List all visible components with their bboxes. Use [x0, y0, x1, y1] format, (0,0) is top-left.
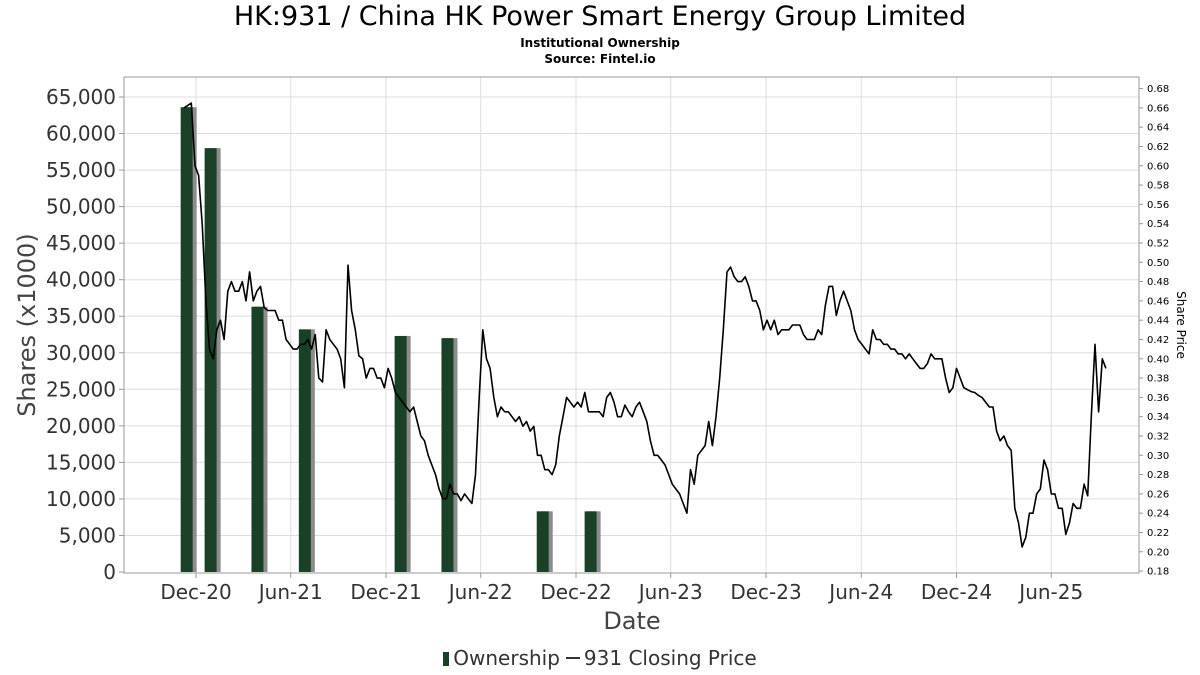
- y-tick-label: 55,000: [46, 158, 116, 182]
- legend-ownership-swatch: [443, 652, 450, 666]
- x-tick-label: Dec-24: [921, 580, 992, 604]
- y2-tick-label: 0.22: [1147, 528, 1169, 539]
- y2-tick-label: 0.36: [1147, 393, 1169, 404]
- y-tick-label: 30,000: [46, 341, 116, 365]
- y2-tick-label: 0.66: [1147, 103, 1169, 114]
- plot-area-border: [123, 76, 1140, 574]
- y2-axis-title: Share Price: [1174, 291, 1188, 359]
- y-tick-label: 60,000: [46, 122, 116, 146]
- y2-tick-label: 0.32: [1147, 431, 1169, 442]
- y2-tick-label: 0.30: [1147, 451, 1169, 462]
- y2-tick-label: 0.34: [1147, 412, 1169, 423]
- ownership-bar: [298, 329, 311, 572]
- y2-tick-label: 0.62: [1147, 142, 1169, 153]
- left-axis: 0 5,000 10,000 15,000 20,000 25,000 30,000 35,0…: [46, 85, 124, 584]
- x-tick-label: Jun-24: [827, 580, 893, 604]
- ownership-bar: [204, 148, 217, 572]
- y2-tick-label: 0.40: [1147, 354, 1169, 365]
- y2-tick-label: 0.26: [1147, 489, 1169, 500]
- y-tick-label: 5,000: [59, 523, 116, 547]
- y-tick-label: 15,000: [46, 450, 116, 474]
- chart-title: HK:931 / China HK Power Smart Energy Gro…: [233, 1, 967, 32]
- y-tick-label: 65,000: [46, 85, 116, 109]
- y2-tick-label: 0.24: [1147, 509, 1169, 520]
- y-tick-label: 35,000: [46, 304, 116, 328]
- y2-tick-label: 0.18: [1147, 567, 1169, 578]
- y-axis-title: Shares (x1000): [13, 233, 41, 416]
- y2-tick-label: 0.50: [1147, 258, 1169, 269]
- grid-lines: [124, 77, 1139, 573]
- y2-tick-label: 0.38: [1147, 374, 1169, 385]
- x-tick-label: Dec-23: [730, 580, 801, 604]
- x-tick-label: Dec-21: [350, 580, 421, 604]
- x-tick-label: Jun-25: [1017, 580, 1083, 604]
- y-tick-label: 40,000: [46, 268, 116, 292]
- y2-tick-label: 0.52: [1147, 238, 1169, 249]
- y2-tick-label: 0.60: [1147, 161, 1169, 172]
- x-tick-label: Jun-21: [257, 580, 323, 604]
- legend-ownership-label: Ownership: [453, 646, 560, 670]
- ownership-bar: [180, 107, 193, 572]
- right-axis: 0.18 0.20 0.22 0.24 0.26 0.28 0.30 0.32 0.34 0.36…: [1139, 84, 1169, 578]
- x-axis-title: Date: [603, 607, 660, 635]
- chart-subtitle-source: Source: Fintel.io: [544, 52, 656, 66]
- ownership-bar: [584, 511, 597, 572]
- y2-tick-label: 0.58: [1147, 181, 1169, 192]
- x-tick-label: Jun-22: [447, 580, 513, 604]
- ownership-chart: 0 5,000 10,000 15,000 20,000 25,000 30,000 35,0…: [13, 76, 1188, 635]
- y2-tick-label: 0.20: [1147, 547, 1169, 558]
- legend-price-swatch: [565, 657, 580, 659]
- ownership-bar: [394, 335, 407, 572]
- x-tick-label: Dec-22: [540, 580, 611, 604]
- ownership-bar: [251, 306, 264, 572]
- legend: Ownership 931 Closing Price: [0, 646, 1200, 670]
- price-line-layer: [183, 102, 1107, 548]
- y-tick-label: 45,000: [46, 231, 116, 255]
- y-tick-label: 25,000: [46, 377, 116, 401]
- legend-price-label: 931 Closing Price: [583, 646, 757, 670]
- y2-tick-label: 0.42: [1147, 335, 1169, 346]
- chart-subtitle-ownership: Institutional Ownership: [520, 36, 680, 50]
- y2-tick-label: 0.54: [1147, 219, 1169, 230]
- price-line: [183, 102, 1107, 548]
- y-tick-label: 20,000: [46, 414, 116, 438]
- y-tick-label: 0: [103, 560, 116, 584]
- y2-tick-label: 0.68: [1147, 84, 1169, 95]
- x-tick-label: Jun-23: [637, 580, 703, 604]
- y2-tick-label: 0.48: [1147, 277, 1169, 288]
- y2-tick-label: 0.44: [1147, 316, 1169, 327]
- y2-tick-label: 0.46: [1147, 296, 1169, 307]
- y-tick-label: 50,000: [46, 195, 116, 219]
- x-axis: Dec-20 Jun-21 Dec-21 Jun-22 Dec-22 Jun-23 Dec-…: [160, 573, 1083, 604]
- x-tick-label: Dec-20: [160, 580, 231, 604]
- ownership-bar: [441, 338, 454, 572]
- ownership-bars: [180, 107, 601, 572]
- y2-tick-label: 0.64: [1147, 123, 1169, 134]
- ownership-bar: [536, 511, 549, 572]
- y-tick-label: 10,000: [46, 487, 116, 511]
- y2-tick-label: 0.56: [1147, 200, 1169, 211]
- y2-tick-label: 0.28: [1147, 470, 1169, 481]
